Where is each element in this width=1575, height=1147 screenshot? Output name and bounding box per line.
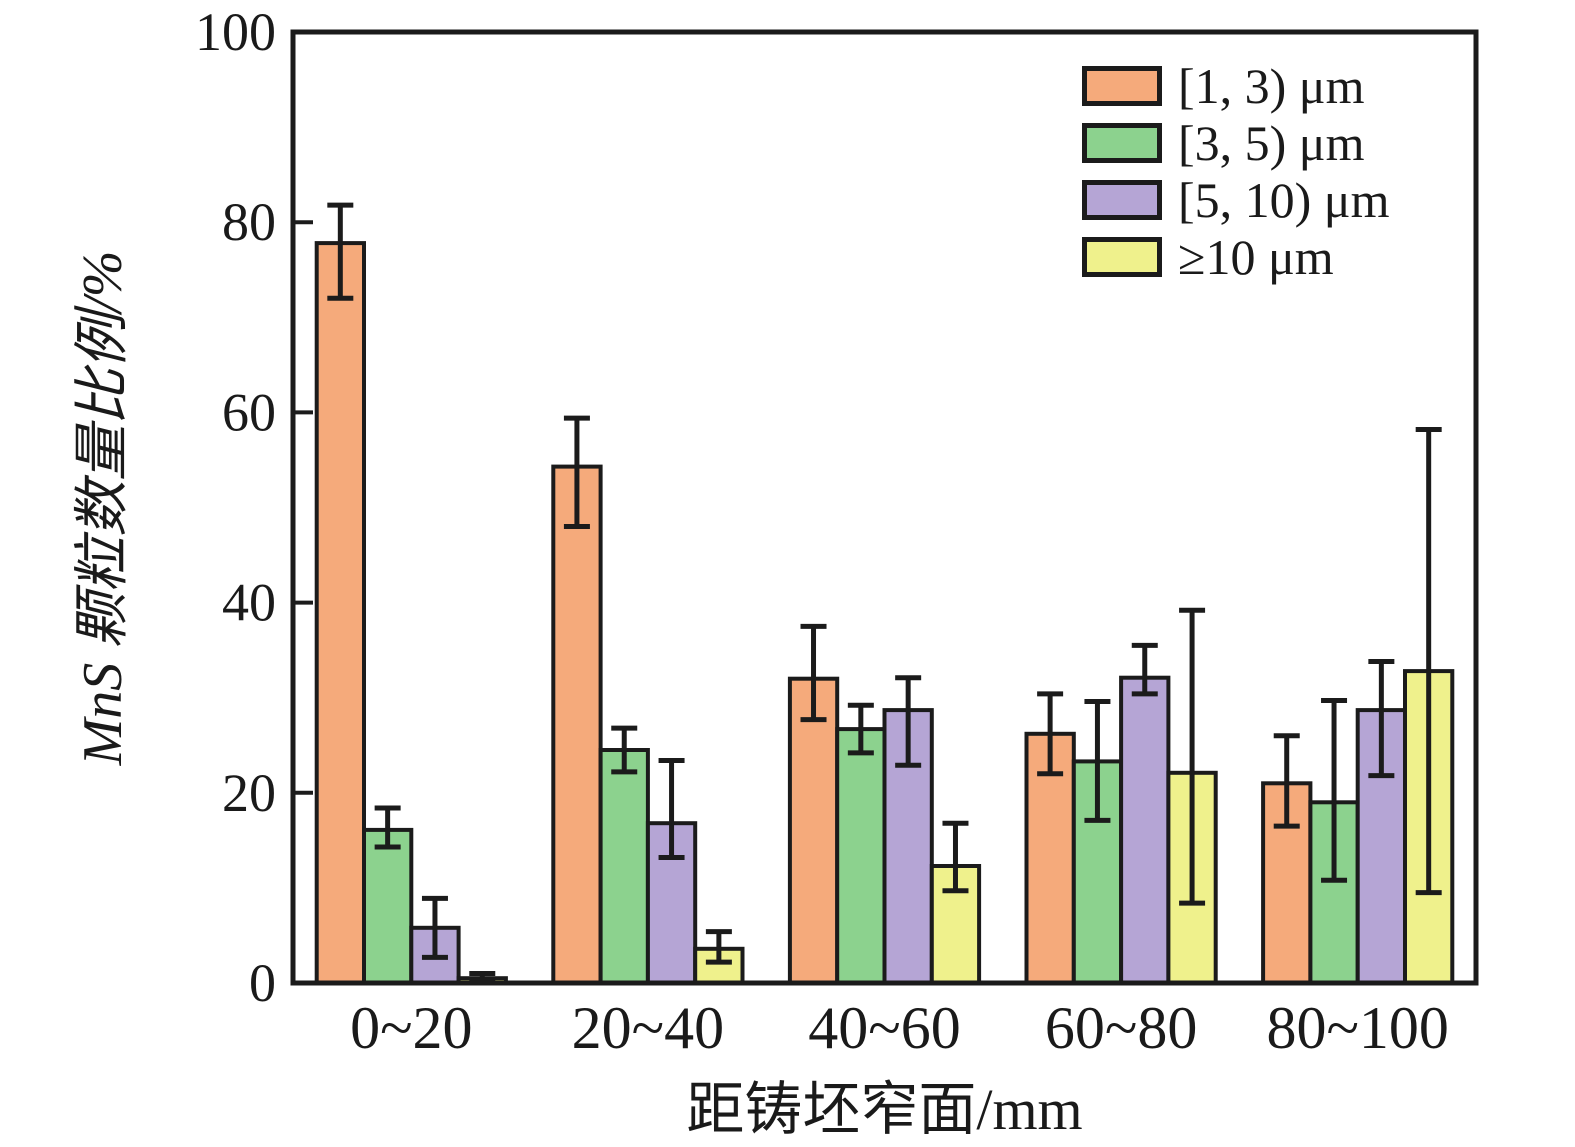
error-bar-0~20-[3, 5) μm [374,805,401,850]
y-axis-ticks: 0 20 40 60 80 100 [195,2,313,1013]
legend-item-0: [1, 3) μm [1082,61,1390,111]
error-bar-40~60-[1, 3) μm [800,623,827,723]
error-bar-80~100-[1, 3) μm [1273,733,1300,829]
x-axis-labels: 0~20 20~40 40~60 60~80 80~100 [350,995,1449,1061]
legend-swatch [1082,237,1162,277]
error-bar-80~100-≥10 μm [1415,427,1442,896]
bar-40~60-[1, 3) μm [787,676,840,985]
legend-swatch [1082,123,1162,163]
bar-20~40-[1, 3) μm [551,464,603,986]
legend-item-1: [3, 5) μm [1082,118,1390,168]
x-category-label: 0~20 [350,995,472,1061]
legend-label: ≥10 μm [1178,229,1334,285]
legend-item-2: [5, 10) μm [1082,175,1390,225]
error-bars-layer [327,202,1442,985]
error-bar-60~80-[1, 3) μm [1037,691,1064,777]
legend-item-3: ≥10 μm [1082,232,1390,282]
plot-border [290,29,1479,986]
x-category-label: 40~60 [808,995,960,1061]
legend-label: [1, 3) μm [1178,58,1365,114]
error-bar-0~20-[1, 3) μm [327,202,354,301]
y-tick-label: 20 [222,763,276,823]
y-tick-label: 80 [222,192,276,252]
error-bar-40~60-[5, 10) μm [895,675,922,768]
x-category-label: 20~40 [572,995,724,1061]
error-bar-40~60-≥10 μm [942,820,969,894]
legend-label: [5, 10) μm [1178,172,1390,228]
error-bar-20~40-[3, 5) μm [611,725,638,775]
bar-0~20-[3, 5) μm [362,827,414,986]
legend-swatch [1082,66,1162,106]
y-tick-label: 60 [222,382,276,442]
error-bar-20~40-[1, 3) μm [563,415,590,530]
bar-60~80-[5, 10) μm [1119,675,1171,985]
y-tick-label: 100 [195,2,276,62]
error-bar-0~20-[5, 10) μm [421,895,448,960]
legend: [1, 3) μm [3, 5) μm [5, 10) μm ≥10 μm [1082,61,1390,294]
error-bar-20~40-[5, 10) μm [658,757,685,860]
error-bar-60~80-[3, 5) μm [1084,699,1111,823]
bar-0~20-[1, 3) μm [314,241,367,986]
error-bar-80~100-[5, 10) μm [1368,659,1395,779]
bar-40~60-[3, 5) μm [835,727,887,985]
x-axis-title: 距铸坯窄面/mm [686,1077,1083,1142]
error-bar-60~80-[5, 10) μm [1131,642,1158,697]
error-bar-40~60-[3, 5) μm [847,702,874,756]
x-category-label: 60~80 [1045,995,1197,1061]
x-category-label: 80~100 [1266,995,1448,1061]
bars-layer [314,241,1455,986]
y-tick-label: 0 [249,953,276,1013]
error-bar-20~40-≥10 μm [705,929,732,965]
error-bar-60~80-≥10 μm [1179,607,1206,906]
legend-label: [3, 5) μm [1178,115,1365,171]
y-tick-label: 40 [222,573,276,633]
y-axis-title: MnS 颗粒数量比例/% [72,250,134,766]
legend-swatch [1082,180,1162,220]
error-bar-80~100-[3, 5) μm [1321,698,1348,883]
bar-20~40-≥10 μm [693,946,745,985]
bar-20~40-[3, 5) μm [598,748,650,985]
